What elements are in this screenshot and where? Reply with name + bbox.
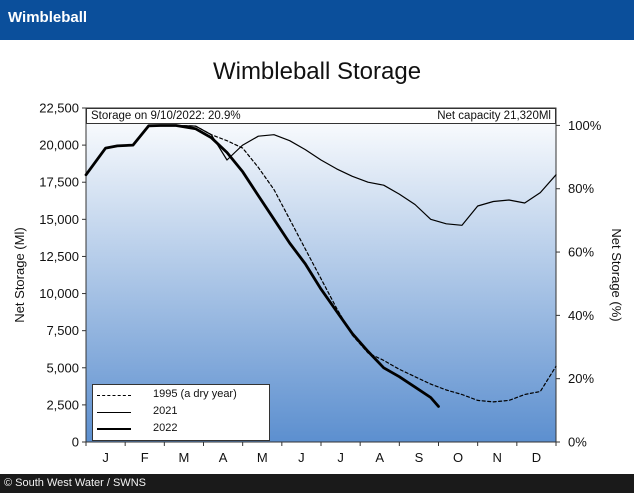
- x-tick-label: J: [298, 450, 305, 465]
- x-tick-label: J: [337, 450, 344, 465]
- x-tick-label: M: [178, 450, 189, 465]
- legend-swatch-thin: [97, 412, 131, 413]
- x-tick-label: D: [532, 450, 541, 465]
- x-tick-label: A: [375, 450, 384, 465]
- x-tick-label: J: [102, 450, 109, 465]
- y-axis-title: Net Storage (Ml): [12, 227, 27, 322]
- net-capacity-label: Net capacity 21,320Ml: [437, 110, 551, 122]
- y-tick-label: 12,500: [39, 249, 79, 264]
- header-bar: Wimbleball: [0, 0, 634, 40]
- legend-item-2022: 2022: [93, 422, 269, 438]
- x-tick-label: M: [257, 450, 268, 465]
- series-line-1995: [85, 124, 557, 403]
- y-tick-label: 17,500: [39, 175, 79, 190]
- y-tick-label: 2,500: [46, 397, 79, 412]
- y-tick-label: 10,000: [39, 286, 79, 301]
- chart-title: Wimbleball Storage: [212, 58, 422, 85]
- y2-tick-label: 80%: [568, 181, 594, 196]
- legend: 1995 (a dry year) 2021 2022: [92, 384, 270, 441]
- y2-tick-label: 0%: [568, 435, 587, 450]
- y-tick-label: 0: [72, 435, 79, 450]
- photo-credit-bar: © South West Water / SWNS: [0, 474, 634, 493]
- legend-swatch-dashed: [97, 395, 131, 396]
- legend-label: 2022: [153, 422, 178, 434]
- storage-date-label: Storage on 9/10/2022: 20.9%: [91, 110, 241, 122]
- y-tick-label: 7,500: [46, 323, 79, 338]
- x-tick-label: S: [415, 450, 424, 465]
- y-tick-label: 20,000: [39, 138, 79, 153]
- x-tick-label: F: [141, 450, 149, 465]
- x-tick-label: N: [493, 450, 502, 465]
- y-tick-label: 22,500: [39, 101, 79, 116]
- y-tick-label: 15,000: [39, 212, 79, 227]
- series-line-2022: [84, 124, 440, 408]
- y2-tick-label: 100%: [568, 118, 602, 133]
- x-tick-label: A: [219, 450, 228, 465]
- legend-swatch-thick: [97, 428, 131, 430]
- x-tick-label: O: [453, 450, 463, 465]
- y2-tick-label: 60%: [568, 245, 594, 260]
- photo-credit: © South West Water / SWNS: [4, 477, 146, 489]
- y-tick-label: 5,000: [46, 360, 79, 375]
- y2-tick-label: 20%: [568, 371, 594, 386]
- legend-item-2021: 2021: [93, 405, 269, 421]
- legend-label: 1995 (a dry year): [153, 388, 237, 400]
- info-box: Storage on 9/10/2022: 20.9% Net capacity…: [86, 108, 556, 124]
- legend-item-1995: 1995 (a dry year): [93, 388, 269, 404]
- legend-label: 2021: [153, 405, 178, 417]
- header-title: Wimbleball: [8, 9, 88, 26]
- y2-axis-title: Net Storage (%): [609, 228, 624, 321]
- y2-tick-label: 40%: [568, 308, 594, 323]
